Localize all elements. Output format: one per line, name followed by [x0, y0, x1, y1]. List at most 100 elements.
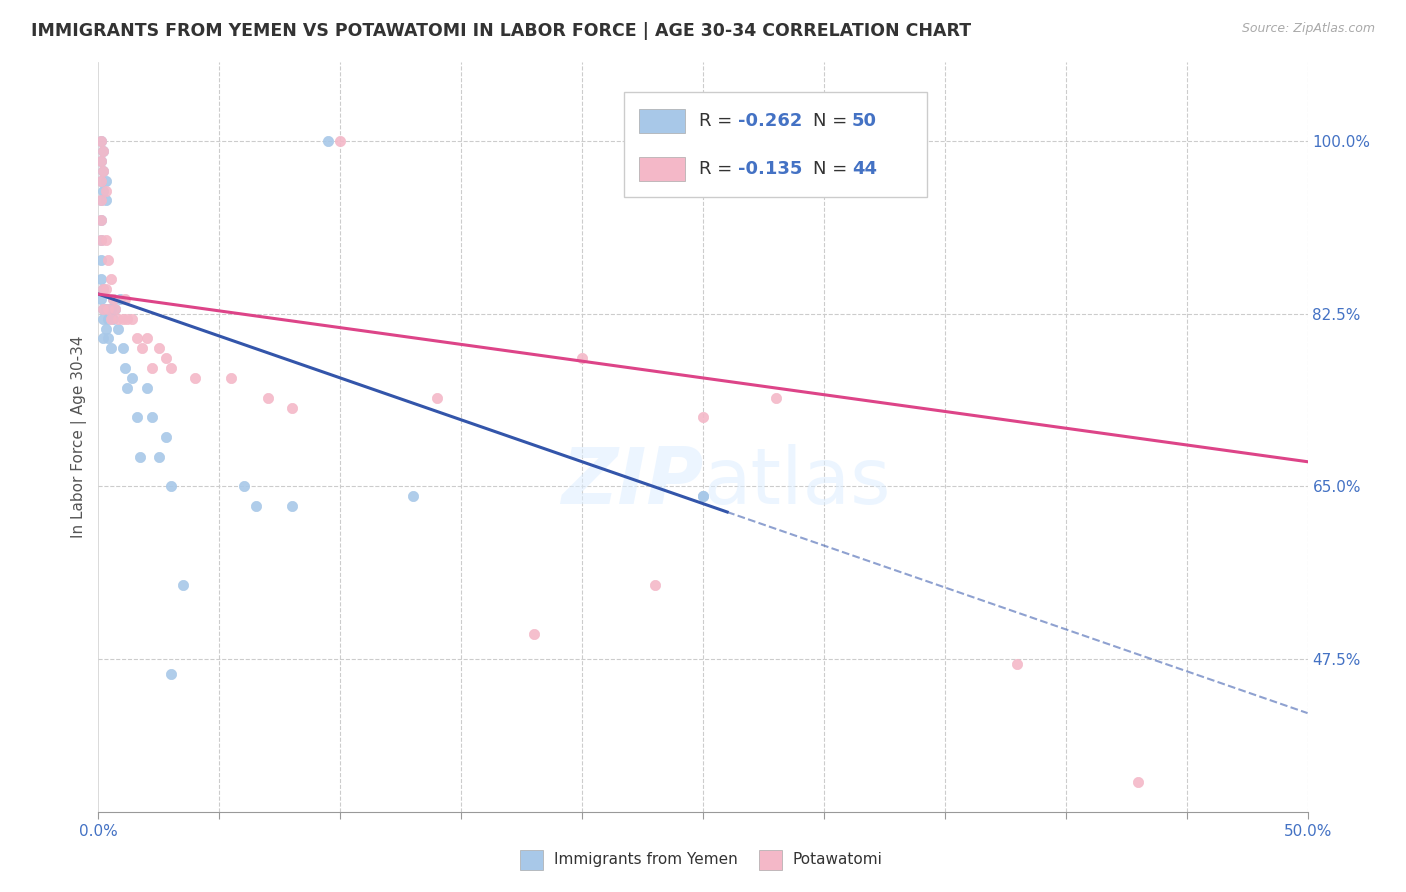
Point	[94, 194, 117, 208]
Point	[571, 351, 593, 366]
Text: N =: N =	[813, 112, 853, 130]
Point	[107, 321, 129, 335]
Bar	[759, 850, 782, 870]
Point	[316, 134, 339, 148]
Point	[90, 213, 112, 227]
Point	[160, 479, 183, 493]
Point	[90, 292, 112, 306]
Point	[114, 361, 136, 376]
Point	[148, 450, 170, 464]
Point	[131, 342, 153, 356]
Point	[245, 499, 267, 513]
Text: 50: 50	[852, 112, 877, 130]
Point	[90, 134, 112, 148]
Point	[91, 331, 114, 345]
Point	[160, 666, 183, 681]
FancyBboxPatch shape	[624, 93, 927, 197]
Text: atlas: atlas	[703, 444, 890, 520]
Text: -0.135: -0.135	[738, 160, 803, 178]
Point	[256, 391, 278, 405]
Point	[117, 381, 139, 395]
Point	[121, 311, 143, 326]
Point	[121, 371, 143, 385]
Point	[91, 311, 114, 326]
Text: R =: R =	[699, 160, 738, 178]
Point	[155, 430, 177, 444]
Text: R =: R =	[699, 112, 738, 130]
Text: Source: ZipAtlas.com: Source: ZipAtlas.com	[1241, 22, 1375, 36]
Point	[90, 272, 112, 286]
Point	[94, 233, 117, 247]
Point	[90, 194, 112, 208]
Point	[117, 311, 139, 326]
Point	[100, 311, 122, 326]
Point	[135, 331, 157, 345]
Point	[90, 252, 112, 267]
Point	[101, 292, 124, 306]
Point	[91, 144, 114, 158]
Point	[155, 351, 177, 366]
Point	[104, 301, 127, 316]
Point	[97, 331, 120, 345]
Point	[91, 282, 114, 296]
FancyBboxPatch shape	[638, 157, 685, 181]
Point	[94, 282, 117, 296]
Point	[127, 331, 149, 345]
Point	[765, 391, 787, 405]
Text: ZIP: ZIP	[561, 444, 703, 520]
Point	[90, 233, 112, 247]
Point	[97, 311, 120, 326]
Point	[523, 627, 546, 641]
Point	[108, 292, 131, 306]
Point	[97, 252, 120, 267]
Point	[114, 292, 136, 306]
Point	[100, 301, 122, 316]
Point	[426, 391, 449, 405]
Point	[94, 321, 117, 335]
Point	[135, 381, 157, 395]
Text: -0.262: -0.262	[738, 112, 803, 130]
Point	[232, 479, 254, 493]
Point	[100, 272, 122, 286]
Point	[111, 342, 134, 356]
Text: 44: 44	[852, 160, 877, 178]
Point	[91, 301, 114, 316]
Point	[91, 164, 114, 178]
Point	[402, 489, 425, 503]
Point	[100, 342, 122, 356]
Point	[90, 134, 112, 148]
Point	[107, 311, 129, 326]
Point	[91, 282, 114, 296]
Point	[692, 489, 714, 503]
Point	[90, 154, 112, 169]
Point	[90, 174, 112, 188]
Point	[94, 301, 117, 316]
Point	[281, 499, 304, 513]
Point	[141, 410, 163, 425]
Point	[184, 371, 207, 385]
Point	[97, 301, 120, 316]
Point	[221, 371, 243, 385]
Point	[104, 301, 127, 316]
Point	[1128, 775, 1150, 789]
Point	[97, 301, 120, 316]
Point	[127, 410, 149, 425]
Point	[91, 301, 114, 316]
Point	[329, 134, 352, 148]
Bar	[520, 850, 543, 870]
Point	[160, 361, 183, 376]
Point	[90, 213, 112, 227]
Point	[94, 174, 117, 188]
Point	[172, 578, 194, 592]
Point	[644, 578, 666, 592]
Point	[1007, 657, 1029, 671]
Point	[91, 144, 114, 158]
Y-axis label: In Labor Force | Age 30-34: In Labor Force | Age 30-34	[72, 335, 87, 539]
Point	[101, 292, 124, 306]
Point	[90, 174, 112, 188]
Text: Immigrants from Yemen: Immigrants from Yemen	[554, 853, 738, 867]
Point	[111, 311, 134, 326]
Point	[101, 311, 124, 326]
Text: N =: N =	[813, 160, 853, 178]
Point	[90, 233, 112, 247]
